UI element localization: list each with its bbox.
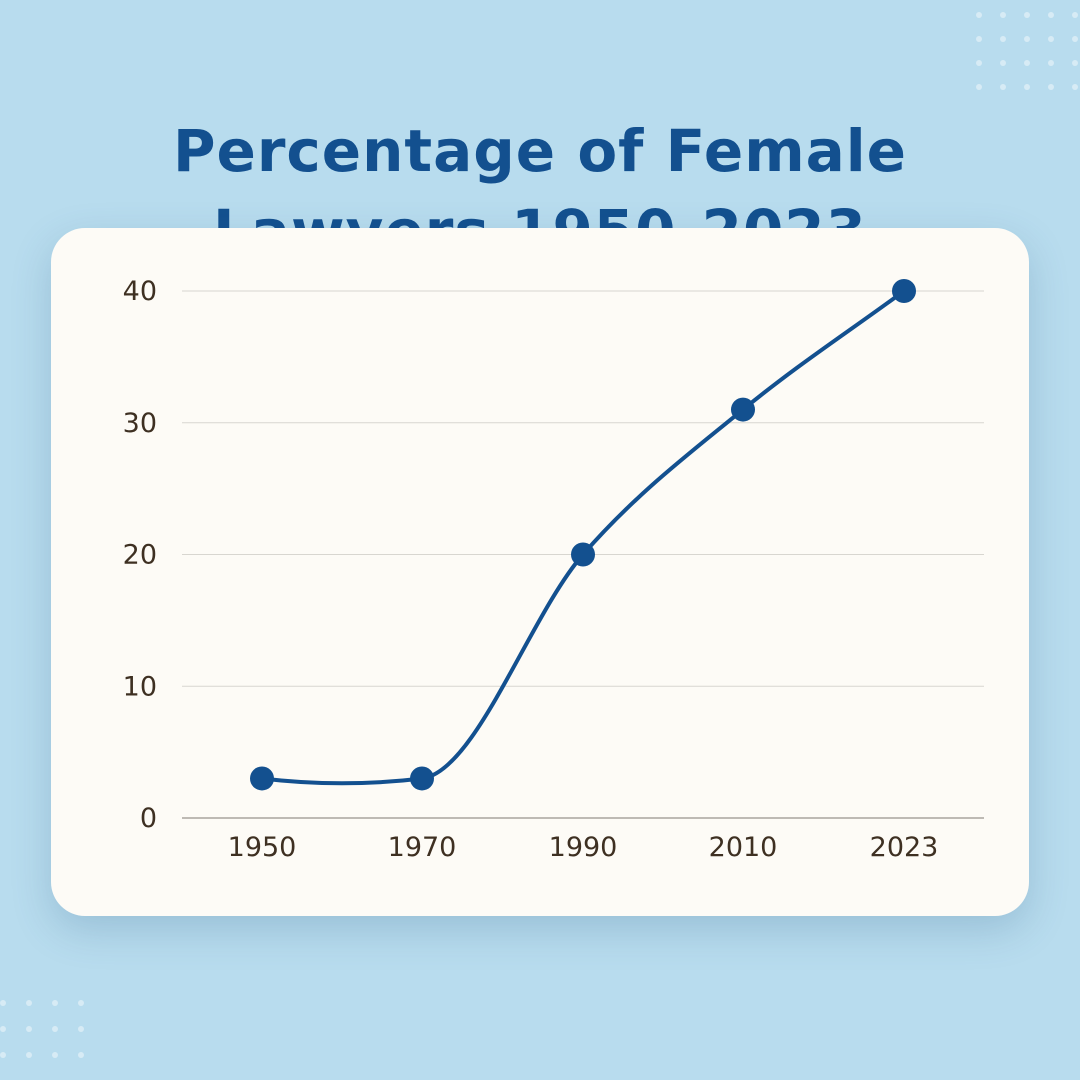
chart-card: 0 10 20 30 40 1950 1970 1990 2010 2023 [51, 228, 1029, 916]
decorative-dots-top-right [976, 12, 1080, 92]
decorative-dot [1000, 84, 1006, 90]
y-tick-label: 0 [140, 803, 157, 834]
decorative-dot [976, 36, 982, 42]
decorative-dot [1072, 36, 1078, 42]
data-point [731, 397, 755, 422]
decorative-dot [0, 1000, 6, 1006]
decorative-dot [1000, 36, 1006, 42]
decorative-dot [1024, 12, 1030, 18]
decorative-dot [976, 84, 982, 90]
decorative-dot [1000, 60, 1006, 66]
decorative-dot [78, 1000, 84, 1006]
decorative-dot [52, 1052, 58, 1058]
decorative-dot [1048, 84, 1054, 90]
decorative-dot [26, 1026, 32, 1032]
decorative-dot [1048, 12, 1054, 18]
decorative-dot [78, 1026, 84, 1032]
data-point [571, 542, 595, 567]
decorative-dot [1024, 60, 1030, 66]
data-point [410, 766, 434, 791]
decorative-dot [0, 1026, 6, 1032]
y-tick-label: 20 [123, 540, 157, 571]
y-tick-label: 40 [123, 276, 157, 307]
decorative-dot [1000, 12, 1006, 18]
line-chart: 0 10 20 30 40 1950 1970 1990 2010 2023 [123, 276, 984, 863]
y-tick-label: 30 [123, 408, 157, 439]
x-tick-label: 1990 [549, 832, 618, 863]
decorative-dots-bottom-left [0, 1000, 84, 1070]
y-tick-label: 10 [123, 671, 157, 702]
decorative-dot [26, 1052, 32, 1058]
decorative-dot [78, 1052, 84, 1058]
decorative-dot [52, 1000, 58, 1006]
x-tick-label: 2023 [870, 832, 939, 863]
chart-title-line-1: Percentage of Female [172, 116, 908, 185]
x-tick-label: 1970 [388, 832, 457, 863]
decorative-dot [1048, 36, 1054, 42]
decorative-dot [976, 60, 982, 66]
decorative-dot [1072, 12, 1078, 18]
x-tick-label: 2010 [709, 832, 778, 863]
decorative-dot [1024, 84, 1030, 90]
decorative-dot [976, 12, 982, 18]
data-point [250, 766, 274, 791]
decorative-dot [1072, 60, 1078, 66]
data-point [892, 279, 916, 303]
decorative-dot [52, 1026, 58, 1032]
x-tick-label: 1950 [228, 832, 297, 863]
decorative-dot [1024, 36, 1030, 42]
decorative-dot [0, 1052, 6, 1058]
decorative-dot [1048, 60, 1054, 66]
decorative-dot [26, 1000, 32, 1006]
series-line [260, 289, 906, 786]
decorative-dot [1072, 84, 1078, 90]
